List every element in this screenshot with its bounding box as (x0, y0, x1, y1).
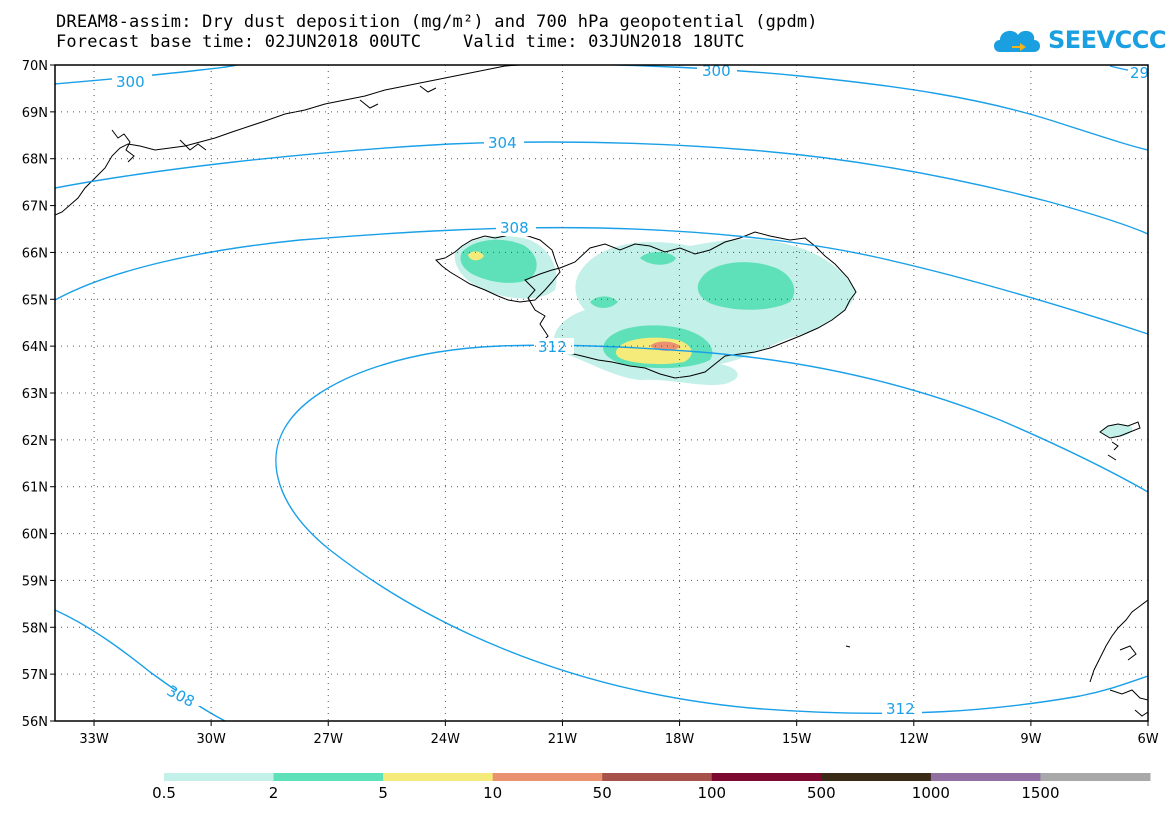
contour-label-300-e: 300 (702, 62, 731, 80)
iceland-coast (524, 231, 857, 379)
colorbar-label: 1000 (912, 784, 950, 802)
colorbar-label: 5 (378, 784, 388, 802)
geopotential-contours (55, 65, 1148, 721)
greenland-fjord-detail (111, 85, 437, 163)
map-subtitle: Forecast base time: 02JUN2018 00UTC Vali… (56, 32, 745, 52)
contour-label-312-n: 312 (538, 338, 567, 356)
colorbar-swatch (164, 773, 275, 781)
contour-label-308-s: 308 (164, 682, 198, 711)
cloud-icon (994, 30, 1040, 52)
lat-label: 59N (22, 574, 48, 589)
dust-shading-2-5-ne (697, 262, 795, 310)
contour-label-304: 304 (488, 134, 517, 152)
dust-shading-2-5-north (640, 252, 676, 265)
contour-label-300-w: 300 (116, 73, 145, 91)
dust-shading-2-5-nw (460, 239, 537, 283)
contour-label-29: 29 (1130, 64, 1149, 82)
contour-label-312-s: 312 (886, 700, 915, 718)
lat-label: 64N (22, 340, 48, 355)
lon-label: 18W (665, 732, 695, 747)
colorbar-label: 50 (593, 784, 612, 802)
contour-label-group: 300 300 29 304 308 312 308 312 (112, 62, 1149, 718)
lat-label: 61N (22, 481, 48, 496)
lat-label: 69N (22, 106, 48, 121)
dust-shading-5-10-nw (468, 251, 484, 261)
iceland-westfjords-coast (435, 231, 561, 303)
latitude-axis: 70N 69N 68N 67N 66N 65N 64N 63N 62N 61N 60N 59N 58N 5… (22, 59, 55, 730)
lon-label: 9W (1020, 732, 1041, 747)
faroe-coast (1099, 421, 1141, 461)
colorbar: 0.5 2 5 10 50 100 500 1000 1500 (152, 773, 1151, 802)
colorbar-swatch (930, 773, 1041, 781)
dust-deposition-layer (454, 236, 1133, 438)
contour-308-north (55, 226, 1148, 335)
colorbar-swatch (273, 773, 384, 781)
colorbar-swatch (1040, 773, 1151, 781)
contour-300-west (55, 65, 240, 85)
coastlines (55, 65, 1148, 717)
contour-300-east (594, 65, 1148, 151)
lon-label: 21W (548, 732, 578, 747)
lat-label: 66N (22, 246, 48, 261)
colorbar-label: 100 (697, 784, 726, 802)
colorbar-swatch (492, 773, 603, 781)
lat-label: 65N (22, 293, 48, 308)
lon-label: 6W (1137, 732, 1158, 747)
lat-label: 63N (22, 387, 48, 402)
lon-label: 15W (782, 732, 812, 747)
lat-label: 67N (22, 200, 48, 215)
colorbar-swatch (383, 773, 494, 781)
dust-shading-0.5-2 (554, 239, 856, 385)
lon-label: 12W (899, 732, 929, 747)
colorbar-swatch (821, 773, 932, 781)
colorbar-swatch (711, 773, 822, 781)
colorbar-label: 0.5 (152, 784, 176, 802)
colorbar-label: 500 (807, 784, 836, 802)
island-dot (845, 645, 851, 648)
scotland-coast (1089, 599, 1148, 717)
contour-label-308-n: 308 (500, 219, 529, 237)
contour-308-south (55, 609, 226, 721)
lat-label: 68N (22, 153, 48, 168)
contour-304 (55, 141, 1148, 235)
lon-label: 33W (79, 732, 109, 747)
graticule (55, 65, 1148, 721)
lat-label: 57N (22, 668, 48, 683)
lon-label: 24W (431, 732, 461, 747)
contour-312 (275, 344, 1148, 715)
longitude-axis: 33W 30W 27W 24W 21W 18W 15W 12W 9W 6W (79, 721, 1159, 747)
greenland-coast (55, 65, 521, 216)
colorbar-label: 1500 (1021, 784, 1059, 802)
dust-shading-2-5-mid (590, 296, 618, 308)
colorbar-label: 10 (483, 784, 502, 802)
lon-label: 30W (196, 732, 226, 747)
lat-label: 70N (22, 59, 48, 74)
lat-label: 58N (22, 621, 48, 636)
seevccc-logo: SEEVCCC (990, 22, 1167, 56)
lat-label: 60N (22, 528, 48, 543)
map-plot-area: 300 300 29 304 308 312 308 312 (55, 62, 1149, 721)
logo-text: SEEVCCC (1048, 26, 1167, 54)
lat-label: 56N (22, 715, 48, 730)
lon-label: 27W (314, 732, 344, 747)
map-title: DREAM8-assim: Dry dust deposition (mg/m²… (56, 12, 818, 32)
colorbar-swatch (602, 773, 713, 781)
lat-label: 62N (22, 434, 48, 449)
colorbar-label: 2 (269, 784, 279, 802)
